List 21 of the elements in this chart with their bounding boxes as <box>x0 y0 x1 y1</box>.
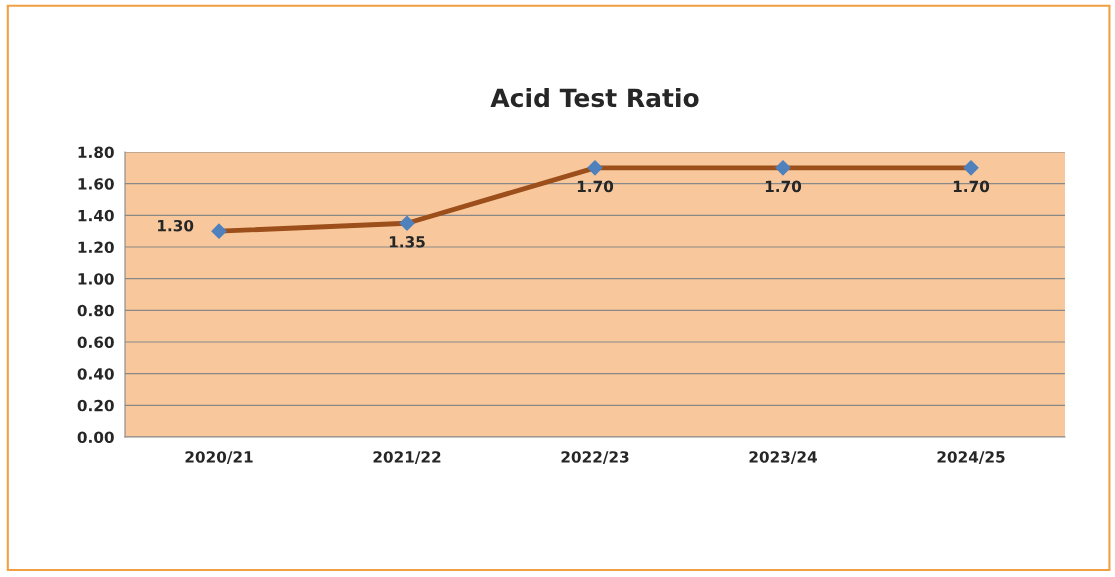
chart-title: Acid Test Ratio <box>490 87 699 108</box>
y-tick-label: 0.00 <box>77 431 114 444</box>
data-label: 1.30 <box>158 219 194 232</box>
x-tick-label: 2023/24 <box>749 451 817 464</box>
y-tick-label: 1.80 <box>78 146 114 159</box>
x-tick-label: 2024/25 <box>937 451 1005 464</box>
y-tick-label: 0.40 <box>77 368 114 380</box>
data-label: 1.70 <box>577 180 614 193</box>
y-tick-label: 1.20 <box>78 241 114 254</box>
y-tick-label: 0.60 <box>77 336 114 349</box>
x-tick-label: 2020/21 <box>185 451 253 464</box>
y-tick-label: 0.20 <box>77 399 114 412</box>
y-tick-label: 1.40 <box>78 209 114 222</box>
y-tick-label: 1.60 <box>78 178 114 190</box>
y-tick-label: 1.00 <box>78 273 114 285</box>
x-tick-label: 2021/22 <box>373 451 441 464</box>
data-label: 1.35 <box>389 236 425 248</box>
data-label: 1.70 <box>953 180 990 193</box>
y-tick-label: 0.80 <box>77 304 114 317</box>
data-label: 1.70 <box>765 180 802 193</box>
x-tick-label: 2022/23 <box>561 451 629 464</box>
